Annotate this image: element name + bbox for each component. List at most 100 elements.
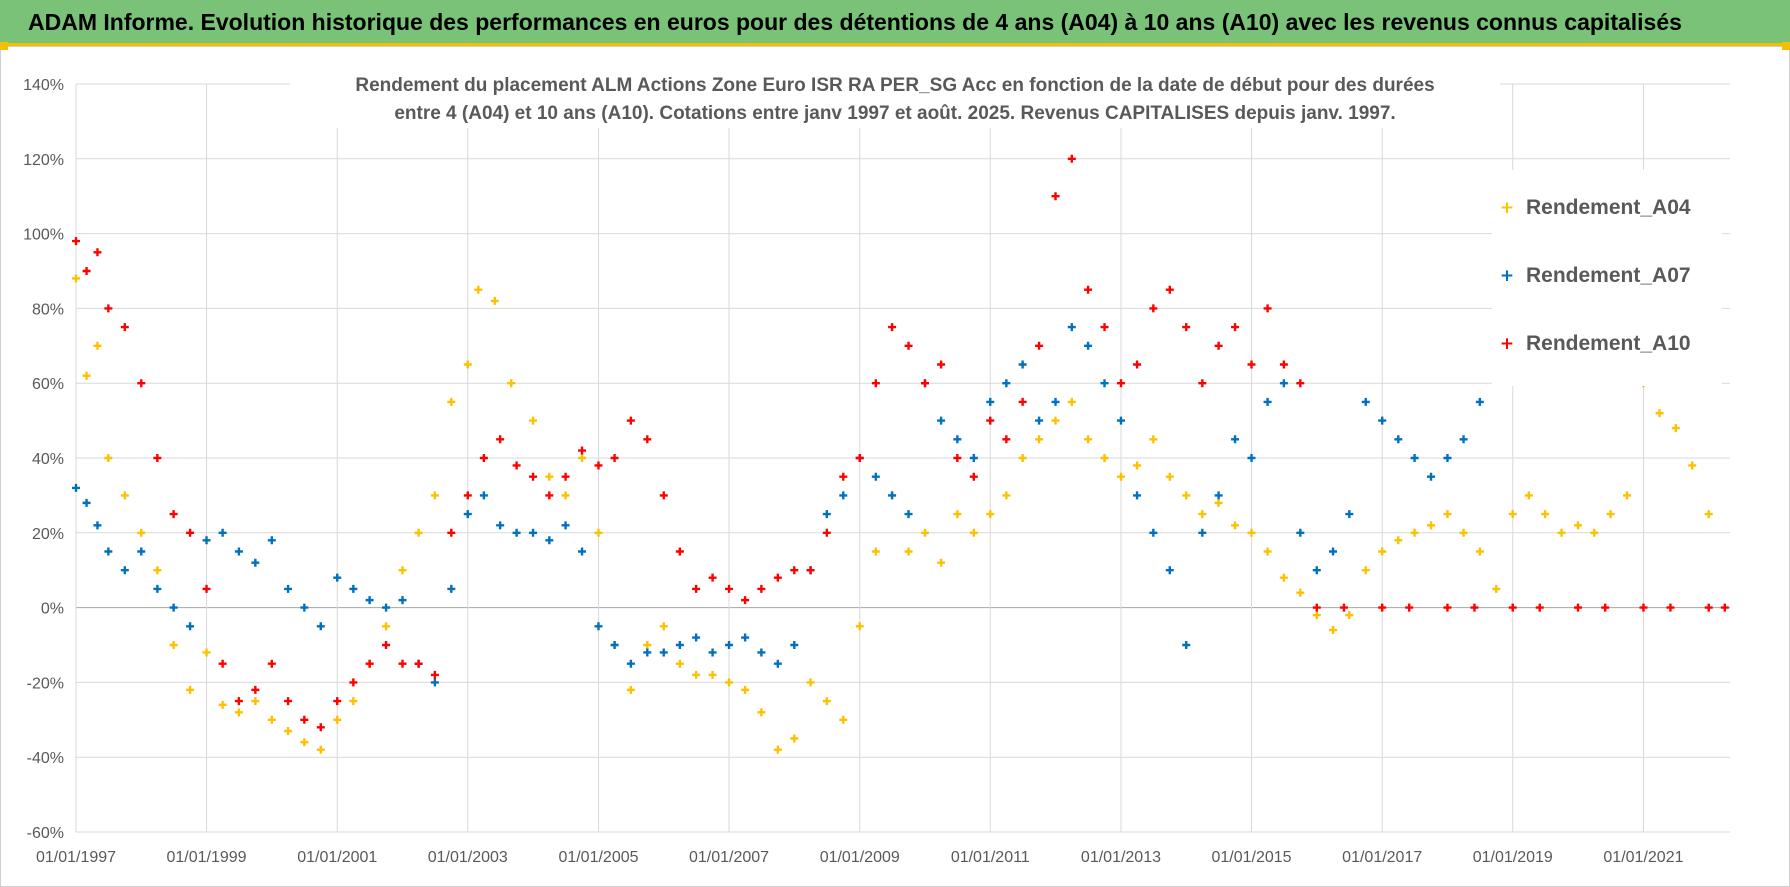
data-point	[120, 566, 129, 575]
corner-mark-left	[0, 42, 8, 50]
data-point	[969, 454, 978, 462]
data-point	[202, 536, 211, 545]
y-tick-label: 120%	[23, 152, 64, 169]
data-point	[953, 454, 962, 462]
data-point	[1002, 435, 1011, 444]
data-point	[1247, 528, 1256, 537]
data-point	[349, 678, 358, 687]
data-point	[1263, 304, 1272, 313]
data-point	[382, 603, 391, 612]
data-point	[659, 491, 668, 500]
data-point	[1606, 510, 1615, 519]
data-point	[839, 715, 848, 724]
data-point	[610, 641, 619, 649]
data-point	[1035, 341, 1044, 350]
series-Rendement_A07	[72, 323, 1484, 687]
data-point	[512, 528, 521, 537]
data-point	[529, 528, 538, 537]
data-point	[186, 528, 195, 537]
data-point	[1100, 379, 1109, 388]
y-tick-label: 0%	[41, 601, 64, 618]
legend: + Rendement_A04 + Rendement_A07 + Rendem…	[1492, 170, 1722, 386]
data-point	[398, 566, 407, 575]
x-tick-label: 01/01/2021	[1603, 849, 1683, 866]
data-point	[316, 622, 325, 631]
data-point	[72, 237, 80, 246]
data-point	[137, 547, 146, 556]
x-tick-label: 01/01/2003	[428, 849, 508, 866]
data-point	[708, 648, 717, 657]
data-point	[1279, 573, 1288, 582]
data-point	[1165, 472, 1174, 481]
data-point	[904, 341, 913, 350]
legend-label: Rendement_A10	[1526, 332, 1691, 355]
data-point	[1051, 397, 1060, 406]
data-point	[561, 472, 570, 481]
data-point	[790, 734, 799, 743]
scatter-chart: 140% 120% 100% 80% 60% 40% 20% 0% -20% -40% -60% 0…	[23, 77, 1730, 866]
data-point	[757, 584, 766, 593]
data-point	[316, 745, 325, 754]
data-point	[692, 670, 701, 679]
y-tick-label: -60%	[27, 825, 64, 842]
data-point	[267, 715, 276, 724]
data-point	[1231, 521, 1240, 530]
x-tick-label: 01/01/2011	[951, 849, 1030, 866]
x-tick-label: 01/01/2015	[1211, 849, 1291, 866]
y-tick-label: 100%	[23, 227, 64, 244]
data-point	[1100, 454, 1109, 462]
data-point	[937, 416, 946, 425]
series-Rendement_A04	[72, 274, 1713, 754]
data-point	[1394, 435, 1403, 444]
data-point	[82, 371, 91, 380]
data-point	[1378, 603, 1387, 612]
data-point	[1214, 341, 1223, 350]
data-point	[1035, 435, 1044, 444]
data-point	[1116, 472, 1125, 481]
data-point	[430, 491, 439, 500]
data-point	[1312, 603, 1321, 612]
data-point	[1345, 510, 1354, 519]
data-point	[93, 521, 102, 530]
data-point	[398, 596, 407, 605]
data-point	[251, 685, 260, 694]
data-point	[1084, 341, 1093, 350]
data-point	[675, 641, 684, 649]
data-point	[1149, 435, 1158, 444]
data-point	[626, 685, 635, 694]
data-point	[953, 510, 962, 519]
data-point	[545, 536, 554, 545]
data-point	[1051, 192, 1060, 201]
data-point	[871, 547, 880, 556]
data-point	[1704, 603, 1713, 612]
data-point	[1704, 510, 1713, 519]
data-point	[773, 573, 782, 582]
data-point	[1067, 154, 1076, 163]
data-point	[1263, 397, 1272, 406]
data-point	[104, 454, 113, 462]
data-point	[1018, 397, 1027, 406]
data-point	[1263, 547, 1272, 556]
data-point	[251, 697, 260, 706]
data-point	[1470, 603, 1479, 612]
chart-title: Rendement du placement ALM Actions Zone …	[290, 72, 1500, 128]
data-point	[507, 379, 516, 388]
data-point	[1051, 416, 1060, 425]
data-point	[741, 685, 750, 694]
data-point	[1475, 547, 1484, 556]
x-tick-label: 01/01/2019	[1473, 849, 1553, 866]
data-point	[545, 472, 554, 481]
data-point	[234, 547, 243, 556]
data-point	[1198, 528, 1207, 537]
data-point	[137, 528, 146, 537]
data-point	[790, 566, 799, 575]
data-point	[937, 558, 946, 567]
data-point	[1443, 454, 1452, 462]
data-point	[153, 454, 162, 462]
data-points	[72, 154, 1729, 754]
corner-mark-right	[1782, 42, 1790, 50]
x-tick-label: 01/01/2001	[297, 849, 377, 866]
data-point	[1639, 603, 1648, 612]
data-point	[741, 633, 750, 642]
data-point	[365, 596, 374, 605]
